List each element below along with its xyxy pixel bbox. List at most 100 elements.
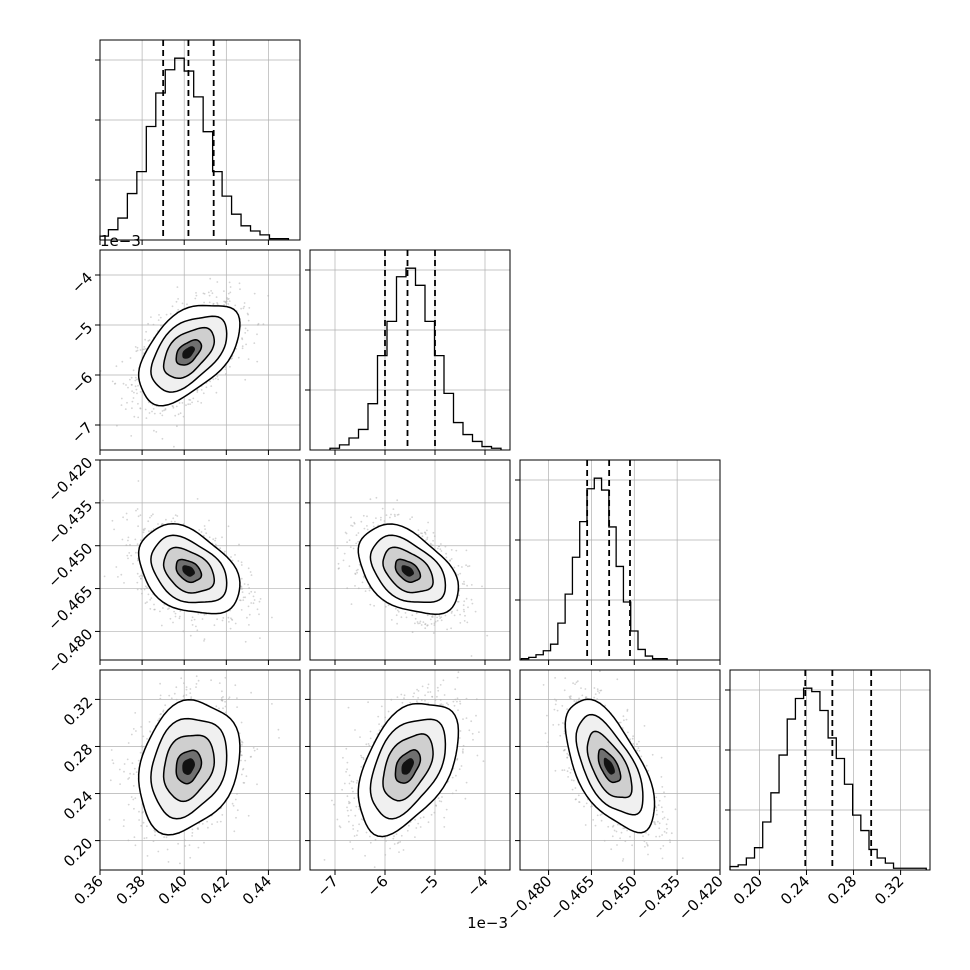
scatter-point xyxy=(622,715,625,718)
scatter-point xyxy=(360,818,363,820)
scatter-point xyxy=(262,323,265,326)
scatter-point xyxy=(150,514,153,517)
scatter-point xyxy=(463,600,466,603)
contour-line-3 xyxy=(357,523,460,616)
scatter-point xyxy=(596,814,599,817)
scatter-point xyxy=(424,699,426,702)
scatter-point xyxy=(210,290,213,292)
panel-frame xyxy=(309,459,511,661)
scatter-point xyxy=(337,567,340,570)
scatter-point xyxy=(167,861,170,863)
scatter-point xyxy=(228,696,231,699)
scatter-point xyxy=(657,820,659,823)
scatter-point xyxy=(257,324,259,326)
scatter-point xyxy=(393,843,396,845)
scatter-point xyxy=(242,768,244,771)
scatter-point xyxy=(252,595,255,598)
scatter-point xyxy=(659,847,662,850)
scatter-point xyxy=(629,738,631,741)
scatter-point xyxy=(216,281,219,283)
scatter-point xyxy=(459,700,461,703)
scatter-point xyxy=(430,623,433,625)
scatter-point xyxy=(617,823,619,826)
scatter-point xyxy=(417,690,420,692)
scatter-point xyxy=(140,745,143,747)
scatter-point xyxy=(218,682,221,684)
scatter-point xyxy=(642,835,644,838)
scatter-point xyxy=(436,695,438,698)
scatter-point xyxy=(422,816,425,819)
scatter-point xyxy=(230,617,232,620)
contour-line-3 xyxy=(564,698,656,834)
scatter-point xyxy=(137,515,140,518)
scatter-point xyxy=(137,480,140,482)
scatter-point xyxy=(191,624,194,626)
scatter-point xyxy=(445,808,448,811)
scatter-point xyxy=(140,726,143,728)
panel-frame xyxy=(99,39,301,241)
scatter-point xyxy=(127,742,130,744)
scatter-point xyxy=(350,516,352,519)
scatter-point xyxy=(426,536,429,539)
scatter-point xyxy=(389,516,391,519)
scatter-point xyxy=(134,379,137,382)
scatter-point xyxy=(443,826,446,828)
scatter-point xyxy=(434,620,437,623)
scatter-point xyxy=(403,697,405,700)
scatter-point xyxy=(450,558,453,560)
scatter-point xyxy=(244,596,247,599)
scatter-point xyxy=(354,814,357,817)
scatter-point xyxy=(185,694,188,696)
scatter-point xyxy=(427,702,430,705)
histogram-step xyxy=(520,477,668,660)
scatter-point xyxy=(461,750,464,753)
scatter-point xyxy=(411,614,414,617)
scatter-point xyxy=(127,386,129,389)
scatter-point xyxy=(246,329,249,332)
scatter-point xyxy=(442,704,444,707)
scatter-point xyxy=(585,802,588,805)
scatter-point xyxy=(423,531,426,534)
scatter-point xyxy=(638,749,641,752)
scatter-point xyxy=(461,583,464,585)
scatter-point xyxy=(616,844,618,846)
scatter-point xyxy=(203,525,206,527)
scatter-point xyxy=(247,567,250,570)
density-peak xyxy=(603,757,615,775)
scatter-point xyxy=(360,756,363,759)
scatter-point xyxy=(353,521,356,524)
scatter-point xyxy=(349,546,352,548)
scatter-point xyxy=(662,845,665,847)
scatter-point xyxy=(387,604,390,607)
scatter-point xyxy=(367,701,369,704)
scatter-point xyxy=(384,854,387,856)
scatter-point xyxy=(151,410,153,413)
scatter-point xyxy=(112,762,115,765)
scatter-point xyxy=(638,740,640,743)
scatter-point xyxy=(394,607,397,610)
scatter-point xyxy=(357,568,359,571)
scatter-point xyxy=(661,811,664,813)
scatter-point xyxy=(659,878,661,880)
scatter-point xyxy=(130,383,133,386)
scatter-point xyxy=(417,529,420,531)
scatter-point xyxy=(357,587,360,590)
scatter-point xyxy=(615,830,618,833)
scatter-point xyxy=(663,795,666,798)
scatter-point xyxy=(414,617,417,620)
contour-line-0 xyxy=(175,339,203,366)
scatter-point xyxy=(176,425,178,428)
scatter-point xyxy=(470,598,473,601)
scatter-point xyxy=(481,585,483,588)
scatter-point xyxy=(154,830,157,833)
pair-content xyxy=(310,670,510,870)
scatter-point xyxy=(108,818,111,821)
scatter-point xyxy=(470,655,473,657)
scatter-point xyxy=(138,819,141,821)
scatter-point xyxy=(566,752,569,755)
scatter-point xyxy=(451,792,454,795)
scatter-point xyxy=(436,686,439,689)
scatter-point xyxy=(445,556,448,559)
x-tick-label: 0.40 xyxy=(155,872,191,908)
scatter-point xyxy=(645,832,647,834)
